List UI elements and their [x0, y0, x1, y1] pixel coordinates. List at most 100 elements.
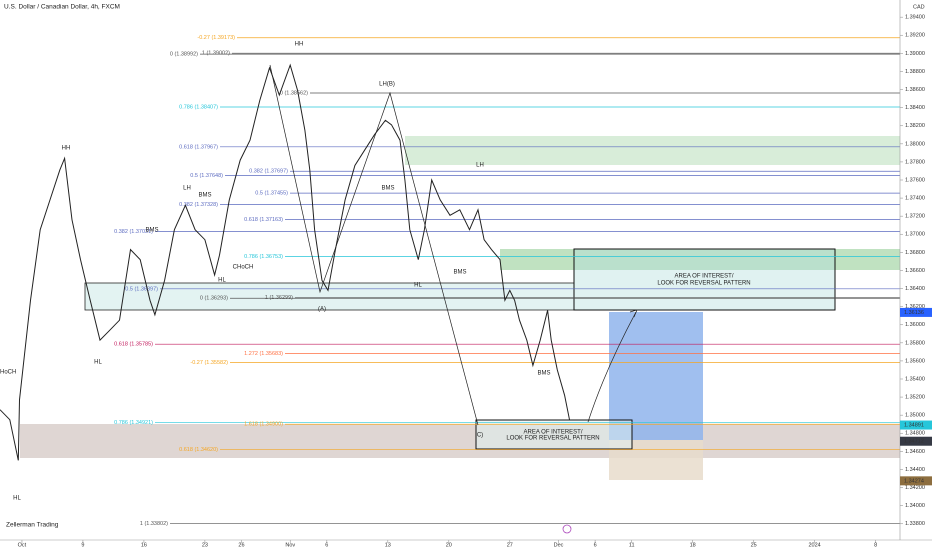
x-tick-label: 2024	[809, 542, 821, 548]
x-tick-label: 27	[507, 542, 513, 548]
y-tick-label: 1.34600	[905, 449, 925, 455]
annotation: CHoCH	[233, 265, 254, 271]
fib-level-label: 1 (1.39002)	[202, 51, 230, 57]
y-tick-label: 1.36400	[905, 286, 925, 292]
x-tick-label: Nov	[285, 542, 295, 548]
annotation: HH	[62, 146, 71, 152]
annotation: HL	[94, 360, 102, 366]
price-tag	[900, 420, 932, 430]
y-tick-label: 1.37000	[905, 232, 925, 238]
fib-level-label: 0.786 (1.34921)	[114, 420, 153, 426]
annotation: BMS	[453, 270, 466, 276]
x-tick-label: 9	[81, 542, 84, 548]
fib-level-label: 0.382 (1.37697)	[249, 169, 288, 175]
y-tick-label: 1.37400	[905, 196, 925, 202]
fib-level-label: 0.5 (1.36397)	[125, 286, 158, 292]
green-band	[500, 249, 900, 270]
y-tick-label: 1.36200	[905, 304, 925, 310]
fib-level-label: 0.5 (1.37648)	[190, 173, 223, 179]
y-tick-label: 1.35800	[905, 340, 925, 346]
annotation: (A)	[318, 307, 326, 313]
y-tick-label: 1.39200	[905, 33, 925, 39]
annotation: AREA OF INTEREST/	[674, 274, 733, 280]
annotations: HH HL CHoCH HL LH BMS BMS HL CHoCH HH LH(B) (A) BMS L…	[0, 42, 751, 502]
fib-level-label: 1 (1.33802)	[140, 521, 168, 527]
area-of-interest-box	[475, 419, 633, 450]
y-tick-label: 1.39400	[905, 15, 925, 21]
fib-level-label: 0 (1.36293)	[200, 296, 228, 302]
x-tick-label: 26	[238, 542, 244, 548]
annotation: LH(B)	[379, 82, 395, 88]
y-tick-label: 1.35400	[905, 376, 925, 382]
annotation: AREA OF INTEREST/	[523, 430, 582, 436]
annotation: HH	[295, 42, 304, 48]
fib-level-label: 0.618 (1.37163)	[244, 217, 283, 223]
y-tick-label: 1.34000	[905, 503, 925, 509]
fib-level-label: 0.618 (1.35785)	[114, 342, 153, 348]
price-tag	[900, 307, 932, 317]
arrow-head	[629, 309, 638, 318]
price-line	[0, 63, 570, 461]
x-tick-label: 16	[141, 542, 147, 548]
price-tag-label: 1.34891	[904, 422, 924, 428]
x-tick-label: 6	[325, 542, 328, 548]
price-tag	[900, 436, 932, 446]
price-tag	[900, 476, 932, 486]
chart-title: U.S. Dollar / Canadian Dollar, 4h, FXCM	[4, 4, 120, 11]
x-tick-label: 20	[446, 542, 452, 548]
zones	[20, 136, 900, 480]
fib-level-label: 0.786 (1.36753)	[244, 254, 283, 260]
y-tick-label: 1.36000	[905, 322, 925, 328]
price-axis	[900, 0, 932, 550]
annotation: LH	[476, 163, 484, 169]
currency: CAD	[913, 4, 925, 10]
annotation: HL	[414, 283, 422, 289]
fib-level-label: -0.27 (1.39173)	[197, 35, 235, 41]
y-tick-label: 1.38800	[905, 69, 925, 75]
area-of-interest-box	[573, 248, 836, 311]
y-tick-label: 1.35000	[905, 413, 925, 419]
x-tick-label: 8	[874, 542, 877, 548]
y-tick-label: 1.37200	[905, 214, 925, 220]
fib-level-label: 1.272 (1.35683)	[244, 351, 283, 357]
fib-level-label: 1 (1.36299)	[265, 295, 293, 301]
wave-lines	[269, 64, 638, 426]
x-tick-label: 13	[385, 542, 391, 548]
event-icon[interactable]	[562, 524, 572, 534]
price-tag-label: 1.34274	[904, 478, 924, 484]
annotation: BMS	[198, 193, 211, 199]
price-tag-label: 1.34712	[904, 439, 924, 445]
fib-level-label: 1.618 (1.34900)	[244, 422, 283, 428]
x-tick-label: 25	[751, 542, 757, 548]
x-tick-label: 6	[594, 542, 597, 548]
y-tick-label: 1.35200	[905, 395, 925, 401]
x-tick-label: Oct	[18, 542, 27, 548]
fib-levels: -0.27 (1.39173) 0 (1.38992) 1 (1.39002) 0 (…	[114, 35, 900, 527]
fib-level-label: 0.618 (1.34620)	[179, 447, 218, 453]
projection-arrow	[587, 311, 637, 423]
axes: 1.39400 1.39200 1.39000 1.38800 1.38600 1.384…	[18, 15, 932, 548]
fib-level-label: 0 (1.38562)	[280, 90, 308, 96]
y-tick-label: 1.34800	[905, 431, 925, 437]
fib-level-label: 0.618 (1.37967)	[179, 144, 218, 150]
y-tick-label: 1.37600	[905, 177, 925, 183]
y-tick-label: 1.37800	[905, 159, 925, 165]
annotation: LOOK FOR REVERSAL PATTERN	[506, 436, 599, 442]
fib-level-label: 0.5 (1.37455)	[255, 191, 288, 197]
annotation: CHoCH	[0, 370, 16, 376]
annotation: LH	[183, 186, 191, 192]
supply-zone	[405, 136, 900, 165]
fib-level-label: 0 (1.38992)	[170, 52, 198, 58]
x-tick-label: 23	[202, 542, 208, 548]
annotation: LOOK FOR REVERSAL PATTERN	[657, 281, 750, 287]
fib-level-label: -0.27 (1.35582)	[190, 360, 228, 366]
y-tick-label: 1.36800	[905, 250, 925, 256]
abc-wave	[269, 64, 479, 426]
y-tick-label: 1.34400	[905, 467, 925, 473]
range-box	[84, 282, 575, 311]
annotation: BMS	[145, 228, 158, 234]
y-tick-label: 1.38400	[905, 105, 925, 111]
x-tick-label: 11	[629, 542, 635, 548]
